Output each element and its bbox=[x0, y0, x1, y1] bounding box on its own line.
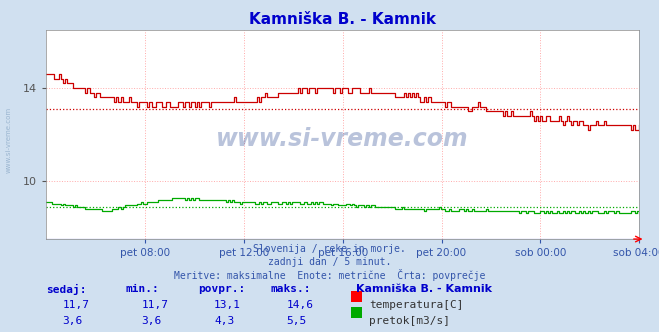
Text: 11,7: 11,7 bbox=[142, 300, 169, 310]
Text: 4,3: 4,3 bbox=[214, 316, 235, 326]
Text: sedaj:: sedaj: bbox=[46, 284, 86, 295]
Text: www.si-vreme.com: www.si-vreme.com bbox=[5, 106, 12, 173]
Text: Meritve: maksimalne  Enote: metrične  Črta: povprečje: Meritve: maksimalne Enote: metrične Črta… bbox=[174, 269, 485, 281]
Text: www.si-vreme.com: www.si-vreme.com bbox=[216, 126, 469, 151]
Text: 13,1: 13,1 bbox=[214, 300, 241, 310]
Text: 3,6: 3,6 bbox=[63, 316, 83, 326]
Text: 5,5: 5,5 bbox=[287, 316, 307, 326]
Text: 3,6: 3,6 bbox=[142, 316, 162, 326]
Text: min.:: min.: bbox=[125, 284, 159, 294]
Text: Kamniška B. - Kamnik: Kamniška B. - Kamnik bbox=[356, 284, 492, 294]
Text: zadnji dan / 5 minut.: zadnji dan / 5 minut. bbox=[268, 257, 391, 267]
Text: maks.:: maks.: bbox=[270, 284, 310, 294]
Text: 14,6: 14,6 bbox=[287, 300, 314, 310]
Title: Kamniška B. - Kamnik: Kamniška B. - Kamnik bbox=[249, 12, 436, 27]
Text: temperatura[C]: temperatura[C] bbox=[369, 300, 463, 310]
Text: Slovenija / reke in morje.: Slovenija / reke in morje. bbox=[253, 244, 406, 254]
Text: povpr.:: povpr.: bbox=[198, 284, 245, 294]
Text: 11,7: 11,7 bbox=[63, 300, 90, 310]
Text: pretok[m3/s]: pretok[m3/s] bbox=[369, 316, 450, 326]
